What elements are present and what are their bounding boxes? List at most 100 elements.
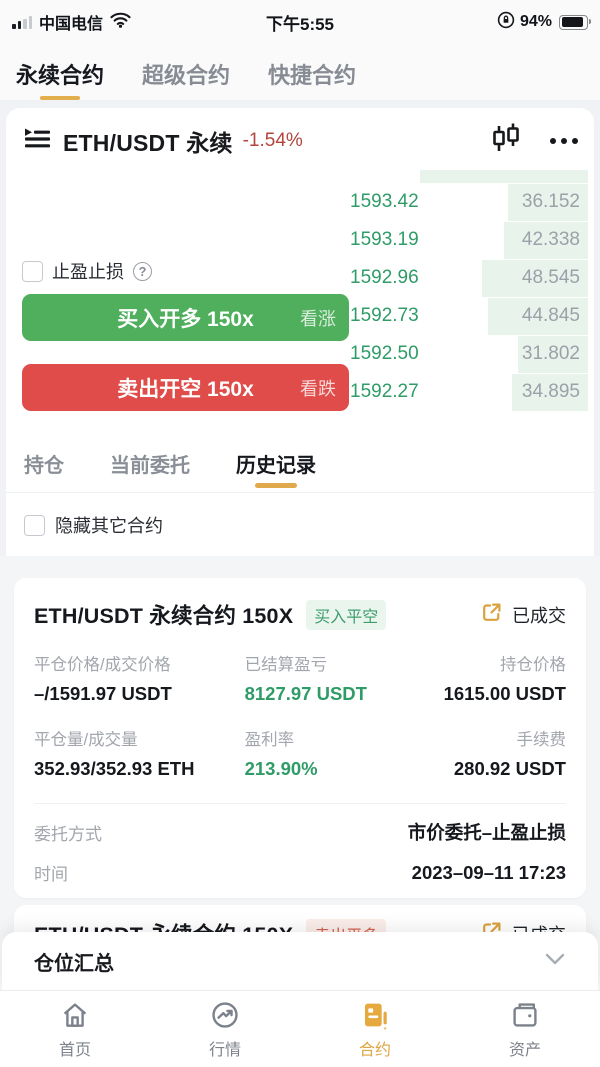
tab-label: 当前委托 — [110, 454, 190, 477]
candlestick-chart-icon[interactable] — [490, 122, 522, 161]
price: 1592.50 — [350, 343, 419, 364]
stop-loss-checkbox[interactable] — [22, 260, 43, 282]
position-summary-title: 仓位汇总 — [34, 952, 114, 975]
carrier-label: 中国电信 — [39, 16, 104, 33]
tab-label: 持仓 — [24, 454, 64, 477]
bullish-tag: 看涨 — [300, 308, 336, 329]
buy-long-label: 买入开多 150x — [117, 307, 254, 331]
divider — [6, 492, 594, 493]
field-label: 平仓价格/成交价格 — [34, 656, 171, 674]
meta-row: 委托方式 市价委托–止盈止损 — [34, 819, 566, 845]
top-tab-quick[interactable]: 快捷合约 — [268, 58, 356, 92]
price: 1593.42 — [350, 191, 419, 212]
signal-icon — [12, 15, 32, 29]
field-value: 213.90% — [244, 758, 318, 779]
sell-short-button[interactable]: 卖出开空 150x 看跌 — [22, 364, 349, 411]
depth-bar — [508, 183, 588, 221]
field: 盈利率 213.90% — [245, 726, 411, 780]
position-summary-sheet[interactable]: 仓位汇总 — [2, 932, 598, 990]
top-tab-super[interactable]: 超级合约 — [142, 58, 230, 92]
field-label: 盈利率 — [244, 731, 295, 749]
nav-label: 合约 — [358, 1042, 391, 1059]
orderbook-row[interactable]: 1592.73 44.845 — [342, 297, 588, 335]
bottom-nav: 首页 行情 合约 资产 — [0, 990, 600, 1067]
depth-bar-partial — [420, 170, 588, 183]
history-card[interactable]: ETH/USDT 永续合约 150X 买入平空 已成交 平仓价格/成交价格 –/1… — [14, 578, 586, 898]
card-title: ETH/USDT 永续合约 150X — [34, 604, 294, 628]
battery-icon — [559, 14, 591, 30]
top-tabs: 永续合约 超级合约 快捷合约 — [0, 50, 600, 100]
nav-contract[interactable]: 合约 — [300, 991, 450, 1067]
nav-label: 行情 — [208, 1042, 241, 1059]
share-icon[interactable] — [480, 601, 503, 629]
buy-long-button[interactable]: 买入开多 150x 看涨 — [22, 294, 349, 341]
nav-assets[interactable]: 资产 — [450, 991, 600, 1067]
field-label: 手续费 — [516, 731, 566, 749]
field-row: 平仓量/成交量 352.93/352.93 ETH 盈利率 213.90% 手续费 280… — [34, 726, 566, 780]
price: 1592.73 — [350, 305, 419, 326]
meta-value: 2023–09–11 17:23 — [411, 861, 566, 883]
field: 平仓价格/成交价格 –/1591.97 USDT — [34, 651, 245, 705]
card-meta: 委托方式 市价委托–止盈止损时间 2023–09–11 17:23 — [34, 819, 566, 885]
tab-positions[interactable]: 持仓 — [24, 449, 64, 478]
sell-short-label: 卖出开空 150x — [117, 377, 254, 401]
meta-label: 时间 — [34, 865, 68, 884]
orderbook-row[interactable]: 1593.42 36.152 — [342, 183, 588, 221]
orderbook-row[interactable]: 1593.19 42.338 — [342, 221, 588, 259]
hide-other-contracts-checkbox[interactable] — [24, 514, 45, 536]
side-badge: 买入平空 — [306, 599, 387, 630]
pair-title: ETH/USDT 永续 — [63, 130, 233, 156]
field: 已结算盈亏 8127.97 USDT — [245, 651, 411, 705]
stop-loss-label: 止盈止损 — [52, 262, 124, 282]
help-icon[interactable]: ? — [133, 261, 152, 281]
tab-label: 超级合约 — [142, 63, 231, 88]
more-options-icon[interactable] — [550, 138, 578, 144]
tab-label: 永续合约 — [16, 63, 105, 88]
orderbook-row[interactable]: 1592.50 31.802 — [342, 335, 588, 373]
tab-open-orders[interactable]: 当前委托 — [110, 449, 190, 478]
battery-percent: 94% — [519, 13, 552, 30]
hide-other-contracts-row: 隐藏其它合约 — [24, 512, 163, 538]
meta-value: 市价委托–止盈止损 — [407, 822, 566, 843]
market-icon — [208, 999, 242, 1031]
active-tab-underline — [40, 95, 80, 100]
amount: 31.802 — [521, 343, 580, 364]
meta-label: 委托方式 — [34, 824, 102, 844]
field-value: 1615.00 USDT — [443, 683, 566, 704]
price: 1592.96 — [350, 267, 419, 288]
field: 平仓量/成交量 352.93/352.93 ETH — [34, 726, 245, 780]
nav-market[interactable]: 行情 — [150, 991, 300, 1067]
amount: 42.338 — [521, 229, 580, 250]
field-row: 平仓价格/成交价格 –/1591.97 USDT 已结算盈亏 8127.97 USDT… — [34, 651, 566, 705]
field-label: 持仓价格 — [499, 656, 566, 674]
card-fields: 平仓价格/成交价格 –/1591.97 USDT 已结算盈亏 8127.97 USDT… — [34, 651, 566, 780]
meta-row: 时间 2023–09–11 17:23 — [34, 860, 566, 885]
orderbook-row[interactable]: 1592.27 34.895 — [342, 373, 588, 411]
trading-panel: ETH/USDT 永续 -1.54% 1593.42 36.152 1593.19 4… — [6, 108, 594, 556]
status-bar: 下午5:55 中国电信 94% — [0, 0, 600, 44]
assets-icon — [508, 999, 542, 1031]
tab-history[interactable]: 历史记录 — [236, 449, 316, 488]
amount: 48.545 — [521, 267, 580, 288]
order-status: 已成交 — [512, 605, 566, 626]
tab-label: 历史记录 — [236, 454, 316, 477]
depth-bar — [488, 297, 588, 335]
hide-other-contracts-label: 隐藏其它合约 — [55, 516, 163, 536]
market-header: ETH/USDT 永续 -1.54% — [22, 118, 578, 164]
order-book: 1593.42 36.152 1593.19 42.338 1592.96 48.545 1… — [342, 170, 588, 411]
bearish-tag: 看跌 — [300, 378, 336, 399]
depth-bar — [504, 221, 588, 259]
market-list-icon[interactable] — [22, 127, 52, 156]
chevron-down-icon[interactable] — [544, 952, 566, 971]
nav-label: 首页 — [58, 1042, 91, 1059]
orderbook-row[interactable]: 1592.96 48.545 — [342, 259, 588, 297]
price: 1592.27 — [350, 381, 419, 402]
amount: 34.895 — [521, 381, 580, 402]
depth-bar — [512, 373, 588, 411]
nav-home[interactable]: 首页 — [0, 991, 150, 1067]
top-tab-perpetual[interactable]: 永续合约 — [16, 58, 105, 100]
amount: 36.152 — [521, 191, 580, 212]
home-icon — [58, 999, 92, 1031]
rotation-lock-icon — [497, 11, 515, 34]
